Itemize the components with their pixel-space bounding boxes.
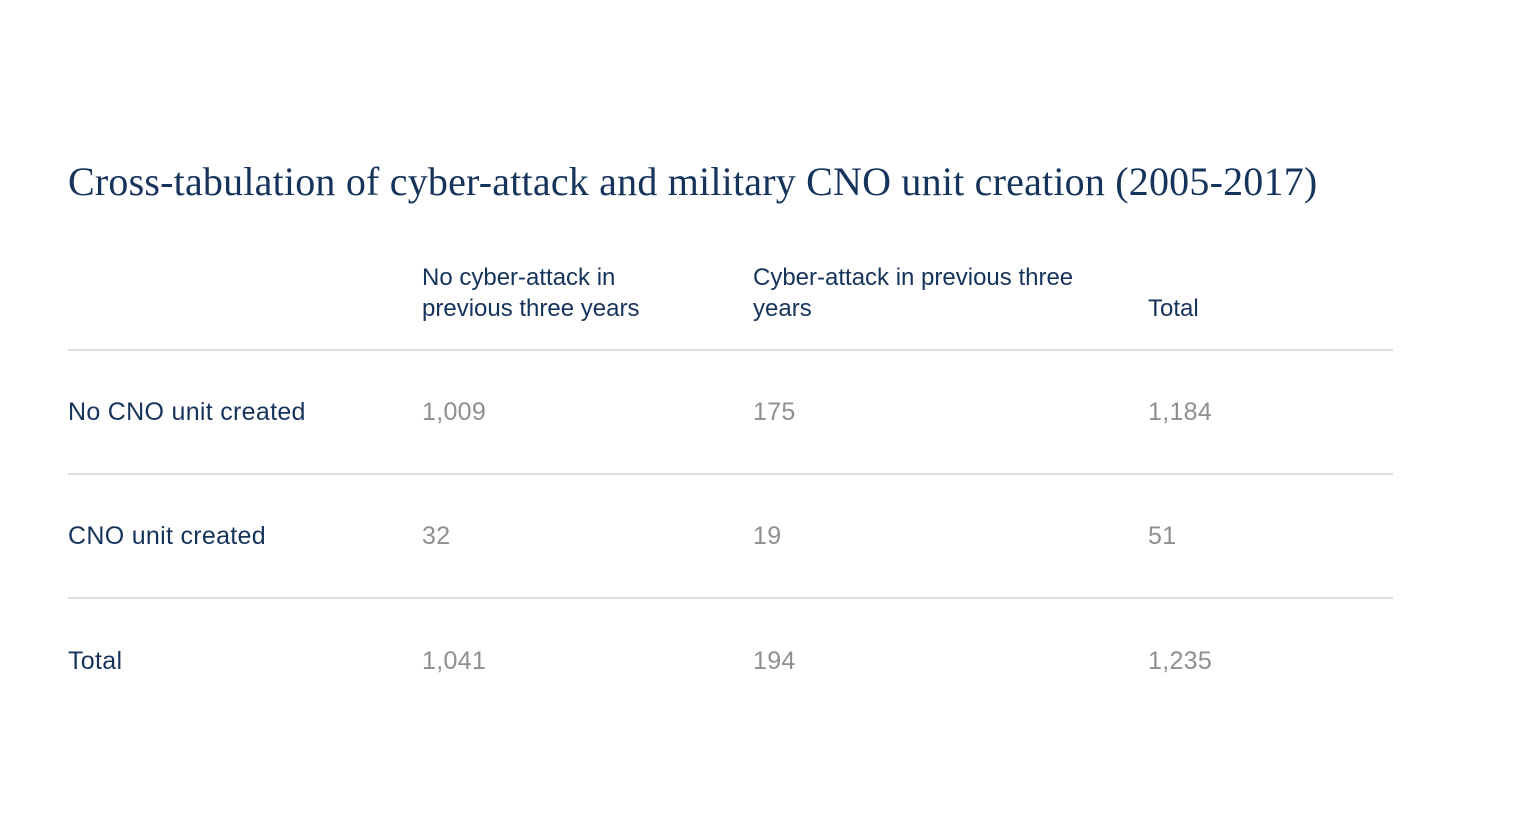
value-row-total: 1,235 xyxy=(1148,646,1213,675)
column-header-total: Total xyxy=(1148,295,1199,322)
row-label: CNO unit created xyxy=(68,521,266,550)
page-title: Cross-tabulation of cyber-attack and mil… xyxy=(68,159,1318,204)
table-row-cno-unit: CNO unit created 32 19 51 xyxy=(68,475,1393,599)
table-header-row: No cyber-attack in previous three years … xyxy=(68,262,1393,351)
page: Cross-tabulation of cyber-attack and mil… xyxy=(68,159,1393,723)
value-no-attack: 1,041 xyxy=(422,646,487,675)
table-row-no-cno-unit: No CNO unit created 1,009 175 1,184 xyxy=(68,351,1393,475)
value-attack: 175 xyxy=(753,397,796,426)
value-row-total: 1,184 xyxy=(1148,397,1213,426)
value-row-total: 51 xyxy=(1148,521,1177,550)
value-no-attack: 32 xyxy=(422,521,451,550)
value-no-attack: 1,009 xyxy=(422,397,487,426)
column-header-no-cyber-attack: No cyber-attack in previous three years xyxy=(422,264,640,322)
column-header-cyber-attack: Cyber-attack in previous three years xyxy=(753,264,1074,322)
row-label: Total xyxy=(68,646,123,675)
value-attack: 19 xyxy=(753,521,782,550)
column-header-empty xyxy=(68,324,422,349)
cross-tabulation-table: No cyber-attack in previous three years … xyxy=(68,262,1393,723)
row-label: No CNO unit created xyxy=(68,397,306,426)
table-row-total: Total 1,041 194 1,235 xyxy=(68,599,1393,723)
value-attack: 194 xyxy=(753,646,796,675)
